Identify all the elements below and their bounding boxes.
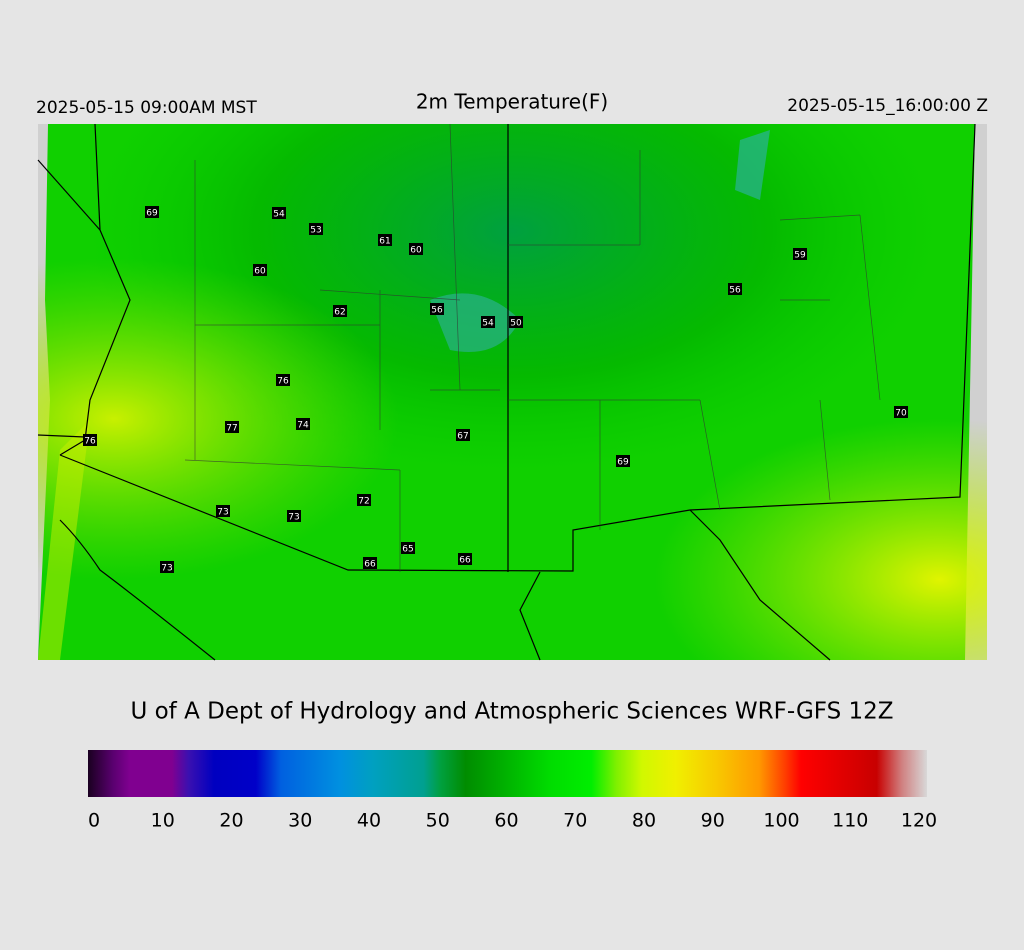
colorbar-tick-label: 20 <box>219 810 243 832</box>
station-label: 62 <box>334 308 345 318</box>
label-box <box>357 494 371 506</box>
colorbar-tick-label: 120 <box>901 810 937 832</box>
label-box <box>287 510 301 522</box>
colorbar-tick-label: 100 <box>763 810 799 832</box>
station-label: 66 <box>459 556 471 566</box>
station-label: 77 <box>226 424 237 434</box>
label-box <box>225 421 239 433</box>
station-label: 67 <box>457 432 468 442</box>
station-label: 72 <box>358 497 369 507</box>
label-box <box>309 223 323 235</box>
label-box <box>160 561 174 573</box>
colorbar-tick-label: 50 <box>426 810 450 832</box>
colorbar-tick-label: 70 <box>563 810 587 832</box>
county-lines <box>184 123 881 572</box>
station-label: 76 <box>277 377 289 387</box>
label-box <box>253 264 267 276</box>
label-box <box>145 206 159 218</box>
station-label: 61 <box>379 237 390 247</box>
label-box <box>272 207 286 219</box>
cold-spot <box>430 293 520 352</box>
label-box <box>333 305 347 317</box>
station-label: 69 <box>146 209 158 219</box>
station-label: 73 <box>161 564 172 574</box>
station-labels: 69 54 53 61 60 60 59 56 62 56 54 50 76 70 77 74 76 67 69 72… <box>83 206 908 574</box>
station-label: 59 <box>794 251 806 261</box>
station-label: 50 <box>510 319 522 329</box>
label-box <box>409 243 423 255</box>
colorbar <box>88 750 927 797</box>
label-box <box>894 406 908 418</box>
colorbar-tick-label: 10 <box>151 810 175 832</box>
label-box <box>456 429 470 441</box>
colorbar-tick-label: 30 <box>288 810 312 832</box>
station-label: 60 <box>254 267 266 277</box>
colorbar-tick-label: 0 <box>88 810 100 832</box>
station-label: 70 <box>895 409 907 419</box>
station-label: 73 <box>288 513 299 523</box>
label-box <box>481 316 495 328</box>
map-title: 2m Temperature(F) <box>416 90 608 114</box>
label-box <box>276 374 290 386</box>
station-label: 53 <box>310 226 321 236</box>
label-box <box>793 248 807 260</box>
credit: U of A Dept of Hydrology and Atmospheric… <box>130 699 893 725</box>
label-box <box>216 505 230 517</box>
station-label: 73 <box>217 508 228 518</box>
label-box <box>616 455 630 467</box>
label-box <box>458 553 472 565</box>
label-box <box>378 234 392 246</box>
station-label: 56 <box>729 286 741 296</box>
map: 69 54 53 61 60 60 59 56 62 56 54 50 76 70 77 74 76 67 69 72… <box>37 123 987 661</box>
valid-time: 2025-05-15_16:00:00 Z <box>787 96 988 116</box>
label-box <box>363 557 377 569</box>
station-label: 66 <box>364 560 376 570</box>
station-label: 54 <box>273 210 285 220</box>
station-label: 54 <box>482 319 494 329</box>
cold-spot <box>735 130 770 200</box>
label-box <box>509 316 523 328</box>
label-box <box>401 542 415 554</box>
colorbar-tick-label: 40 <box>357 810 381 832</box>
label-box <box>83 434 97 446</box>
colorbar-tick-label: 80 <box>632 810 656 832</box>
station-label: 69 <box>617 458 629 468</box>
local-time: 2025-05-15 09:00AM MST <box>36 98 257 118</box>
label-box <box>430 303 444 315</box>
borders <box>37 123 976 661</box>
station-label: 60 <box>410 246 422 256</box>
label-box <box>728 283 742 295</box>
colorbar-tick-label: 110 <box>832 810 868 832</box>
colorbar-tick-label: 60 <box>494 810 518 832</box>
warm-spot <box>38 420 90 660</box>
station-label: 56 <box>431 306 443 316</box>
colorbar-ticks: 0 10 20 30 40 50 60 70 80 90 100 110 120 <box>88 810 937 832</box>
station-label: 76 <box>84 437 96 447</box>
label-box <box>296 418 310 430</box>
station-label: 65 <box>402 545 413 555</box>
warm-area <box>38 124 987 660</box>
colorbar-tick-label: 90 <box>701 810 725 832</box>
station-label: 74 <box>297 421 309 431</box>
